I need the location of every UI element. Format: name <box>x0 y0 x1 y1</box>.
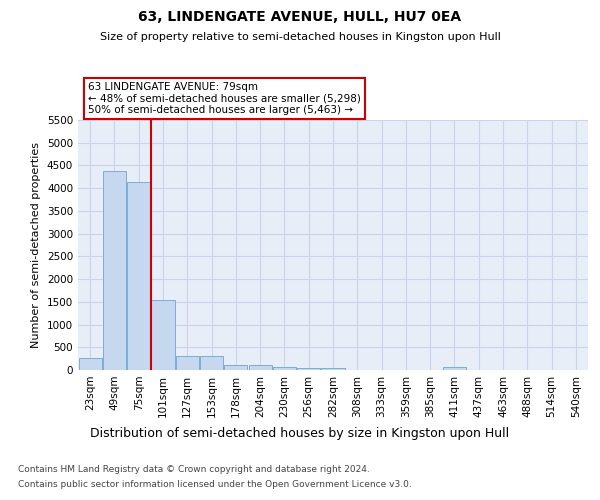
Bar <box>443 368 466 370</box>
Bar <box>103 171 126 370</box>
Text: Contains HM Land Registry data © Crown copyright and database right 2024.: Contains HM Land Registry data © Crown c… <box>18 465 370 474</box>
Bar <box>176 356 199 370</box>
Text: Distribution of semi-detached houses by size in Kingston upon Hull: Distribution of semi-detached houses by … <box>91 428 509 440</box>
Bar <box>273 368 296 370</box>
Text: 63 LINDENGATE AVENUE: 79sqm
← 48% of semi-detached houses are smaller (5,298)
50: 63 LINDENGATE AVENUE: 79sqm ← 48% of sem… <box>88 82 361 115</box>
Bar <box>79 358 101 370</box>
Bar <box>200 356 223 370</box>
Bar <box>127 182 150 370</box>
Y-axis label: Number of semi-detached properties: Number of semi-detached properties <box>31 142 41 348</box>
Text: Contains public sector information licensed under the Open Government Licence v3: Contains public sector information licen… <box>18 480 412 489</box>
Bar <box>224 364 247 370</box>
Bar <box>322 368 344 370</box>
Bar <box>151 300 175 370</box>
Text: Size of property relative to semi-detached houses in Kingston upon Hull: Size of property relative to semi-detach… <box>100 32 500 42</box>
Bar <box>248 366 272 370</box>
Bar <box>297 368 320 370</box>
Text: 63, LINDENGATE AVENUE, HULL, HU7 0EA: 63, LINDENGATE AVENUE, HULL, HU7 0EA <box>139 10 461 24</box>
